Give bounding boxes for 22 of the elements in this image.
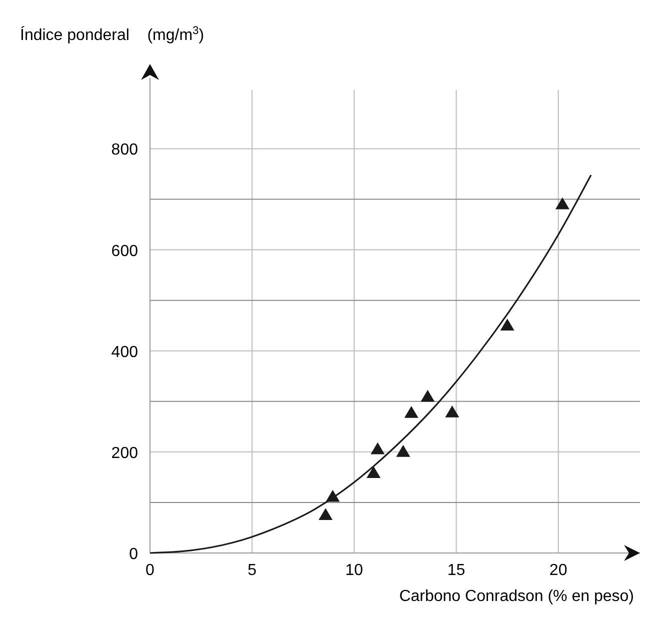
point (318, 508, 333, 520)
y-tick-label: 200 (111, 444, 138, 462)
y-tick-label: 600 (111, 242, 138, 260)
y-axis-title: Índice ponderal (mg/m$^{3}$) (20, 25, 204, 44)
point (396, 444, 410, 457)
x-tick-label: 5 (248, 562, 257, 579)
line-series (149, 174, 592, 554)
point (370, 442, 385, 454)
y-tick-label: 800 (111, 142, 138, 159)
point (366, 466, 381, 478)
y-tick-label: 0 (129, 546, 138, 563)
point (404, 406, 418, 418)
point (445, 406, 460, 418)
x-tick-label: 10 (345, 562, 364, 579)
point (555, 197, 570, 210)
y-tick-label: 400 (111, 344, 138, 361)
x-tick-label: 15 (447, 562, 466, 579)
x-tick-label: 0 (146, 562, 155, 579)
point (420, 390, 435, 402)
x-axis-title: Carbono Conradson (% en peso) (399, 588, 634, 605)
point (500, 318, 514, 331)
x-tick-label: 20 (549, 562, 568, 579)
